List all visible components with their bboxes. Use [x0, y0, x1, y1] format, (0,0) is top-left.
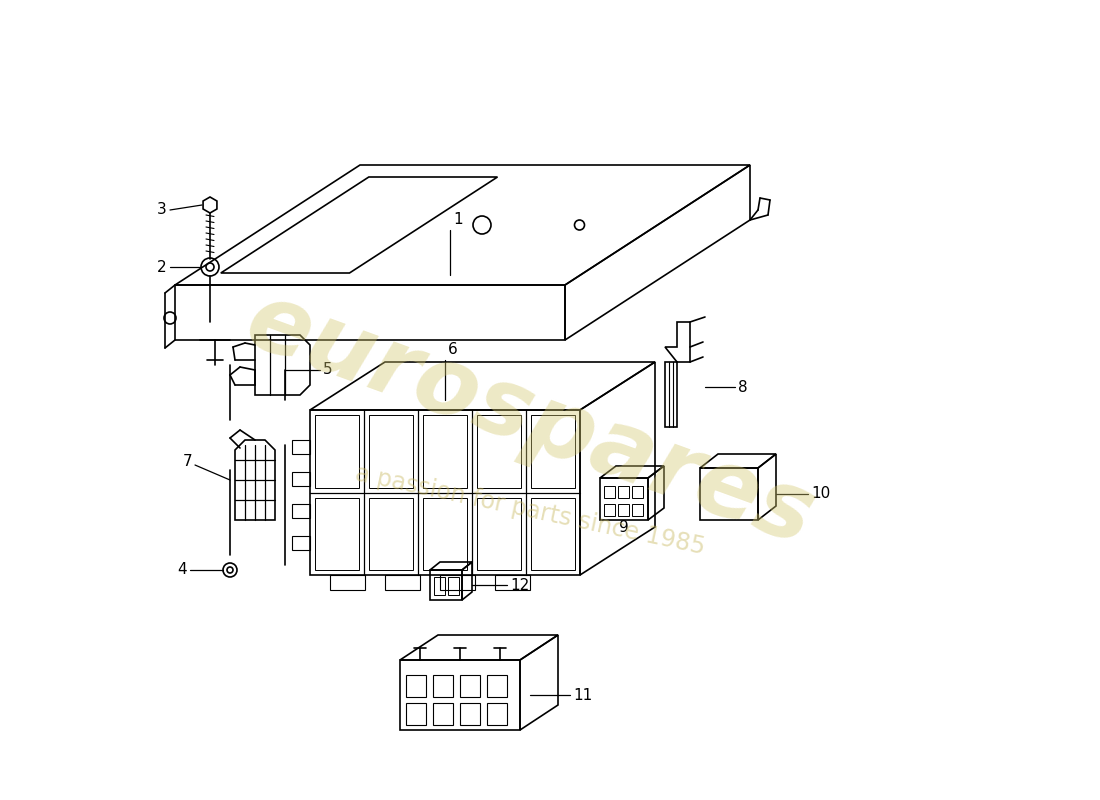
Text: 2: 2 — [157, 259, 167, 274]
Bar — [330, 575, 365, 590]
Text: 12: 12 — [510, 578, 529, 593]
Bar — [292, 504, 310, 518]
Bar — [487, 703, 507, 725]
Bar — [531, 498, 575, 570]
Bar — [448, 577, 459, 595]
Bar — [460, 675, 480, 697]
Bar — [618, 486, 629, 498]
Bar — [618, 504, 629, 516]
Bar — [315, 498, 359, 570]
Bar — [477, 498, 521, 570]
Text: 6: 6 — [448, 342, 458, 357]
Bar — [460, 703, 480, 725]
Bar — [368, 498, 412, 570]
Bar — [406, 703, 426, 725]
Text: 9: 9 — [619, 520, 629, 535]
Bar — [495, 575, 530, 590]
Text: 3: 3 — [157, 202, 167, 218]
Bar — [433, 675, 453, 697]
Bar — [477, 415, 521, 487]
Bar — [434, 577, 446, 595]
Text: 11: 11 — [573, 687, 592, 702]
Bar — [368, 415, 412, 487]
Bar — [424, 415, 468, 487]
Bar — [385, 575, 420, 590]
Text: 10: 10 — [811, 486, 830, 502]
Bar — [292, 440, 310, 454]
Bar — [440, 575, 475, 590]
Text: a passion for parts since 1985: a passion for parts since 1985 — [353, 461, 707, 559]
Bar — [632, 486, 644, 498]
Text: 8: 8 — [738, 379, 748, 394]
Bar — [406, 675, 426, 697]
Bar — [531, 415, 575, 487]
Text: 5: 5 — [323, 362, 332, 378]
Bar — [315, 415, 359, 487]
Bar — [433, 703, 453, 725]
Text: 1: 1 — [453, 212, 463, 227]
Bar — [292, 536, 310, 550]
Bar — [487, 675, 507, 697]
Bar — [292, 472, 310, 486]
Text: 4: 4 — [177, 562, 187, 578]
Bar — [632, 504, 644, 516]
Text: eurospares: eurospares — [233, 274, 826, 566]
Text: 7: 7 — [183, 454, 192, 470]
Bar — [604, 504, 615, 516]
Bar — [424, 498, 468, 570]
Bar — [604, 486, 615, 498]
